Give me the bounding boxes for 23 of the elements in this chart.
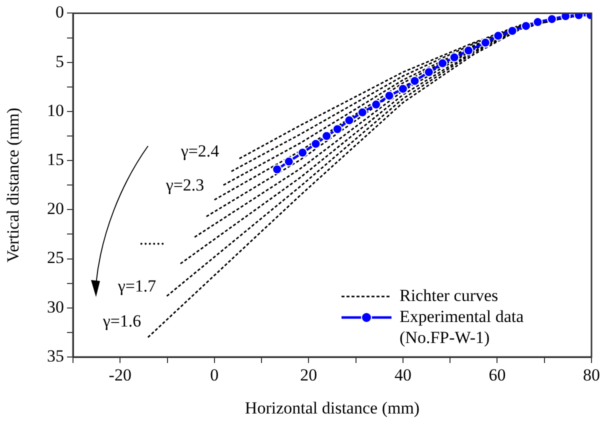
annotation: γ=2.3 [164, 175, 204, 194]
x-tick-label: 20 [300, 366, 318, 385]
y-tick-label: 0 [56, 2, 64, 22]
annotation: ...... [139, 229, 165, 248]
annotation: γ=1.6 [102, 311, 142, 330]
x-axis-title: Horizontal distance (mm) [244, 398, 420, 418]
annotation: γ=2.4 [180, 141, 220, 160]
y-tick-label: 10 [47, 100, 64, 120]
y-tick-label: 5 [56, 52, 64, 71]
y-tick-label: 30 [47, 297, 64, 316]
x-tick-label: -20 [108, 366, 132, 385]
x-tick-label: 80 [583, 366, 600, 385]
y-tick-label: 20 [47, 199, 64, 218]
x-tick-label: 60 [488, 366, 506, 385]
y-tick-label: 15 [47, 150, 64, 170]
x-tick-label: 0 [210, 366, 219, 385]
y-tick-label: 35 [47, 346, 64, 366]
y-tick-label: 25 [47, 248, 64, 268]
legend-label: Experimental data (No.FP-W-1) [400, 306, 524, 347]
legend-label: Richter curves [400, 286, 498, 305]
x-tick-label: 40 [394, 366, 412, 385]
annotation: γ=1.7 [116, 276, 157, 296]
y-axis-title: Vertical distance (mm) [4, 108, 23, 263]
